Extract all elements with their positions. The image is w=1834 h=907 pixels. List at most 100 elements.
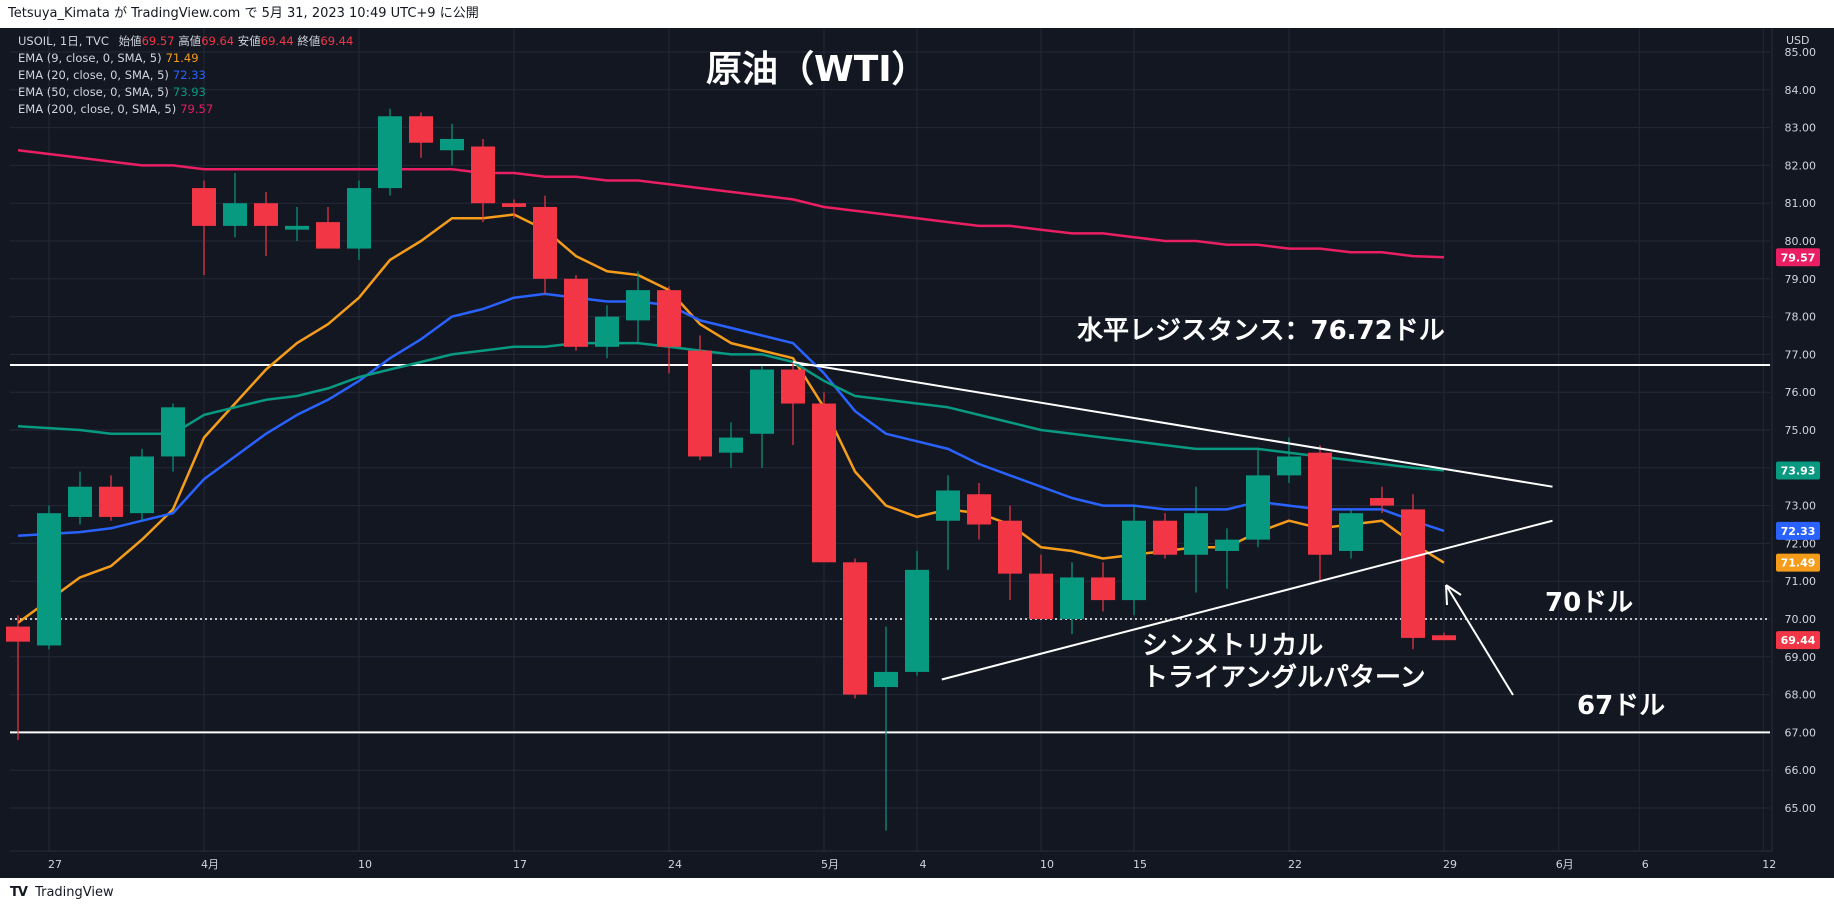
level67-label: 67ドル: [1577, 691, 1665, 721]
legend-ema20[interactable]: EMA (20, close, 0, SMA, 5) 72.33: [18, 67, 353, 84]
price-tag-label: 79.57: [1781, 251, 1816, 264]
legend-high-label: 高値: [178, 34, 202, 48]
y-tick-label: 66.00: [1785, 764, 1817, 777]
resistance-label: 水平レジスタンス：76.72ドル: [1077, 316, 1445, 346]
arrows: [1445, 584, 1514, 696]
price-chart[interactable]: 65.00 66.00 67.00 68.00 69.00 70.00 71.00 72.00…: [0, 28, 1834, 878]
legend-close: 69.44: [320, 34, 354, 48]
y-tick-label: 69.00: [1785, 651, 1817, 664]
candle-body: [781, 369, 805, 404]
legend-ema200[interactable]: EMA (200, close, 0, SMA, 5) 79.57: [18, 101, 353, 118]
legend-low-label: 安値: [237, 34, 261, 48]
price-axis[interactable]: 65.00 66.00 67.00 68.00 69.00 70.00 71.00 72.00…: [1771, 28, 1817, 851]
x-tick-label: 29: [1443, 858, 1457, 871]
y-tick-label: 85.00: [1785, 46, 1817, 59]
x-tick-label: 4: [920, 858, 927, 871]
x-tick-label: 6月: [1556, 858, 1574, 871]
candle-body: [1432, 635, 1456, 641]
legend-close-label: 終値: [297, 34, 321, 48]
candle-body: [1339, 513, 1363, 551]
ema-line: [17, 341, 1445, 472]
candle-body: [378, 116, 402, 189]
x-tick-label: 10: [1040, 858, 1054, 871]
chart-title: 原油（WTI）: [706, 49, 928, 90]
candle-body: [1091, 577, 1115, 601]
y-tick-label: 84.00: [1785, 84, 1817, 97]
time-axis[interactable]: 27 4月 10 17 24 5月 4 10 15 22 29 6月 6 12: [10, 850, 1776, 871]
candle-body: [905, 569, 929, 672]
horizontal-lines: [10, 363, 1770, 734]
y-tick-label: 82.00: [1785, 159, 1817, 172]
candle-body: [1122, 520, 1146, 601]
legend-open-label: 始値: [118, 34, 142, 48]
trendline: [792, 360, 1553, 488]
price-tag-box: [1776, 521, 1820, 540]
candle-body: [1060, 577, 1084, 619]
candle-body: [347, 188, 371, 249]
legend-low: 69.44: [260, 34, 294, 48]
y-tick-label: 71.00: [1785, 575, 1817, 588]
price-tag-box: [1776, 553, 1820, 572]
candle-body: [998, 520, 1022, 574]
x-tick-label: 27: [48, 858, 62, 871]
candle-body: [719, 437, 743, 453]
candle-body: [1215, 539, 1239, 551]
candle-body: [533, 206, 557, 279]
y-tick-label: 67.00: [1785, 726, 1817, 739]
candle-body: [936, 490, 960, 521]
publish-info: Tetsuya_Kimata が TradingView.com で 5月 31…: [0, 0, 1834, 28]
y-tick-label: 75.00: [1785, 424, 1817, 437]
y-tick-label: 70.00: [1785, 613, 1817, 626]
y-tick-label: 81.00: [1785, 197, 1817, 210]
candle-body: [502, 203, 526, 207]
candle-body: [750, 369, 774, 434]
tradingview-logo-icon: 𝗧𝗩: [10, 885, 28, 900]
candle-body: [1184, 513, 1208, 555]
x-tick-label: 17: [513, 858, 527, 871]
legend-ema9[interactable]: EMA (9, close, 0, SMA, 5) 71.49: [18, 50, 353, 67]
currency-label: USD: [1786, 34, 1810, 47]
candle-body: [812, 403, 836, 563]
price-tag-box: [1776, 461, 1820, 480]
legend-ema9-value: 71.49: [165, 51, 199, 65]
legend-ema50[interactable]: EMA (50, close, 0, SMA, 5) 73.93: [18, 84, 353, 101]
candle-body: [843, 562, 867, 695]
candle-body: [316, 222, 340, 249]
candle-body: [223, 203, 247, 226]
legend-ema20-value: 72.33: [172, 68, 206, 82]
candle-body: [1246, 475, 1270, 540]
candle-body: [1370, 498, 1394, 506]
legend-symbol-row: USOIL, 1日, TVC 始値69.57 高値69.64 安値69.44 終…: [18, 33, 353, 50]
y-tick-label: 76.00: [1785, 386, 1817, 399]
candle-body: [130, 456, 154, 514]
candle-body: [1029, 573, 1053, 619]
ema-lines: [17, 149, 1445, 624]
y-tick-label: 68.00: [1785, 689, 1817, 702]
candle-body: [967, 494, 991, 525]
candle-body: [1153, 520, 1177, 555]
candle-body: [564, 278, 588, 347]
x-tick-label: 24: [668, 858, 682, 871]
y-tick-label: 78.00: [1785, 311, 1817, 324]
candle-body: [657, 290, 681, 347]
chart-legend: USOIL, 1日, TVC 始値69.57 高値69.64 安値69.44 終…: [18, 33, 353, 118]
price-tag-label: 73.93: [1781, 464, 1816, 477]
y-tick-label: 79.00: [1785, 273, 1817, 286]
pattern-label-2: トライアングルパターン: [1142, 663, 1426, 693]
candle-body: [254, 203, 278, 226]
x-tick-label: 5月: [821, 858, 839, 871]
footer-bar: 𝗧𝗩 TradingView: [0, 878, 1834, 907]
legend-ema50-value: 73.93: [172, 85, 206, 99]
candle-body: [192, 188, 216, 226]
legend-ema200-value: 79.57: [180, 102, 214, 116]
legend-symbol[interactable]: USOIL, 1日, TVC: [18, 34, 109, 48]
annotations: 原油（WTI） 水平レジスタンス：76.72ドル 70ドル 67ドル シンメトリ…: [706, 34, 1810, 721]
legend-open: 69.57: [141, 34, 175, 48]
legend-ema9-label: EMA (9, close, 0, SMA, 5): [18, 51, 162, 65]
footer-brand[interactable]: TradingView: [35, 885, 114, 900]
price-tag-label: 72.33: [1781, 525, 1816, 538]
x-tick-label: 6: [1642, 858, 1649, 871]
x-tick-label: 10: [358, 858, 372, 871]
price-tag-box: [1776, 631, 1820, 650]
candle-body: [68, 486, 92, 517]
